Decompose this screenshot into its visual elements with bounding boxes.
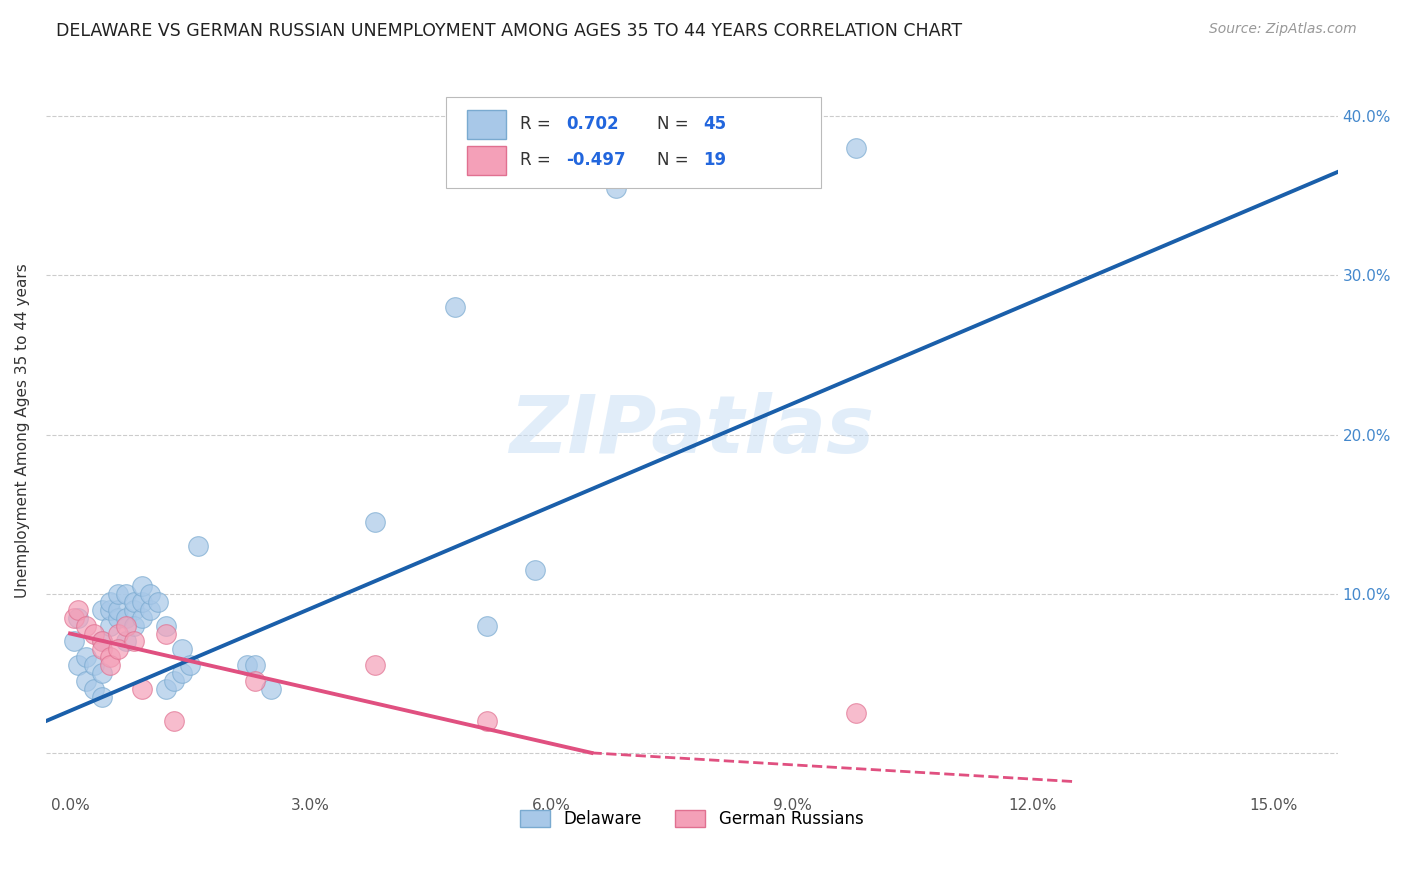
Point [163,714,186,728]
Point [243,658,266,673]
Point [91,690,114,705]
Point [63,610,86,624]
Point [67,658,90,673]
Point [98,595,121,609]
Point [235,658,257,673]
Point [83,626,105,640]
Text: DELAWARE VS GERMAN RUSSIAN UNEMPLOYMENT AMONG AGES 35 TO 44 YEARS CORRELATION CH: DELAWARE VS GERMAN RUSSIAN UNEMPLOYMENT … [56,22,962,40]
Legend: Delaware, German Russians: Delaware, German Russians [513,804,870,835]
Text: ZIPatlas: ZIPatlas [509,392,875,469]
Point [187,539,209,553]
Point [122,618,145,632]
Point [364,658,387,673]
Point [845,706,868,720]
Point [63,634,86,648]
Point [83,682,105,697]
Point [98,658,121,673]
Point [115,587,138,601]
Point [148,595,170,609]
Point [131,579,153,593]
Point [155,618,177,632]
Point [75,650,97,665]
Point [364,515,387,529]
Point [115,618,138,632]
Point [243,674,266,689]
FancyBboxPatch shape [446,97,821,188]
Point [115,634,138,648]
Point [107,602,129,616]
Point [75,674,97,689]
Point [605,181,627,195]
Point [107,642,129,657]
Point [122,602,145,616]
Point [172,642,194,657]
Y-axis label: Unemployment Among Ages 35 to 44 years: Unemployment Among Ages 35 to 44 years [15,263,30,598]
Point [259,682,281,697]
Point [107,587,129,601]
Point [91,666,114,681]
Point [107,610,129,624]
Point [444,300,467,314]
Point [91,642,114,657]
Point [98,650,121,665]
Point [139,587,162,601]
Point [122,595,145,609]
Point [172,666,194,681]
Point [115,610,138,624]
Point [122,634,145,648]
FancyBboxPatch shape [467,110,506,139]
Text: -0.497: -0.497 [567,152,626,169]
Point [91,602,114,616]
Point [67,602,90,616]
Point [131,682,153,697]
Text: N =: N = [657,115,693,133]
Point [477,714,499,728]
Point [163,674,186,689]
Point [524,563,547,577]
Point [179,658,201,673]
Point [477,618,499,632]
Point [67,610,90,624]
Text: N =: N = [657,152,693,169]
Point [91,634,114,648]
Point [155,626,177,640]
Point [845,141,868,155]
Point [155,682,177,697]
Point [98,618,121,632]
Text: Source: ZipAtlas.com: Source: ZipAtlas.com [1209,22,1357,37]
Text: 45: 45 [703,115,727,133]
Point [131,595,153,609]
Point [139,602,162,616]
Point [98,602,121,616]
Point [107,626,129,640]
FancyBboxPatch shape [467,146,506,175]
Text: 0.702: 0.702 [567,115,619,133]
Text: R =: R = [520,115,555,133]
Point [91,634,114,648]
Point [83,658,105,673]
Point [131,610,153,624]
Text: R =: R = [520,152,555,169]
Point [75,618,97,632]
Text: 19: 19 [703,152,727,169]
